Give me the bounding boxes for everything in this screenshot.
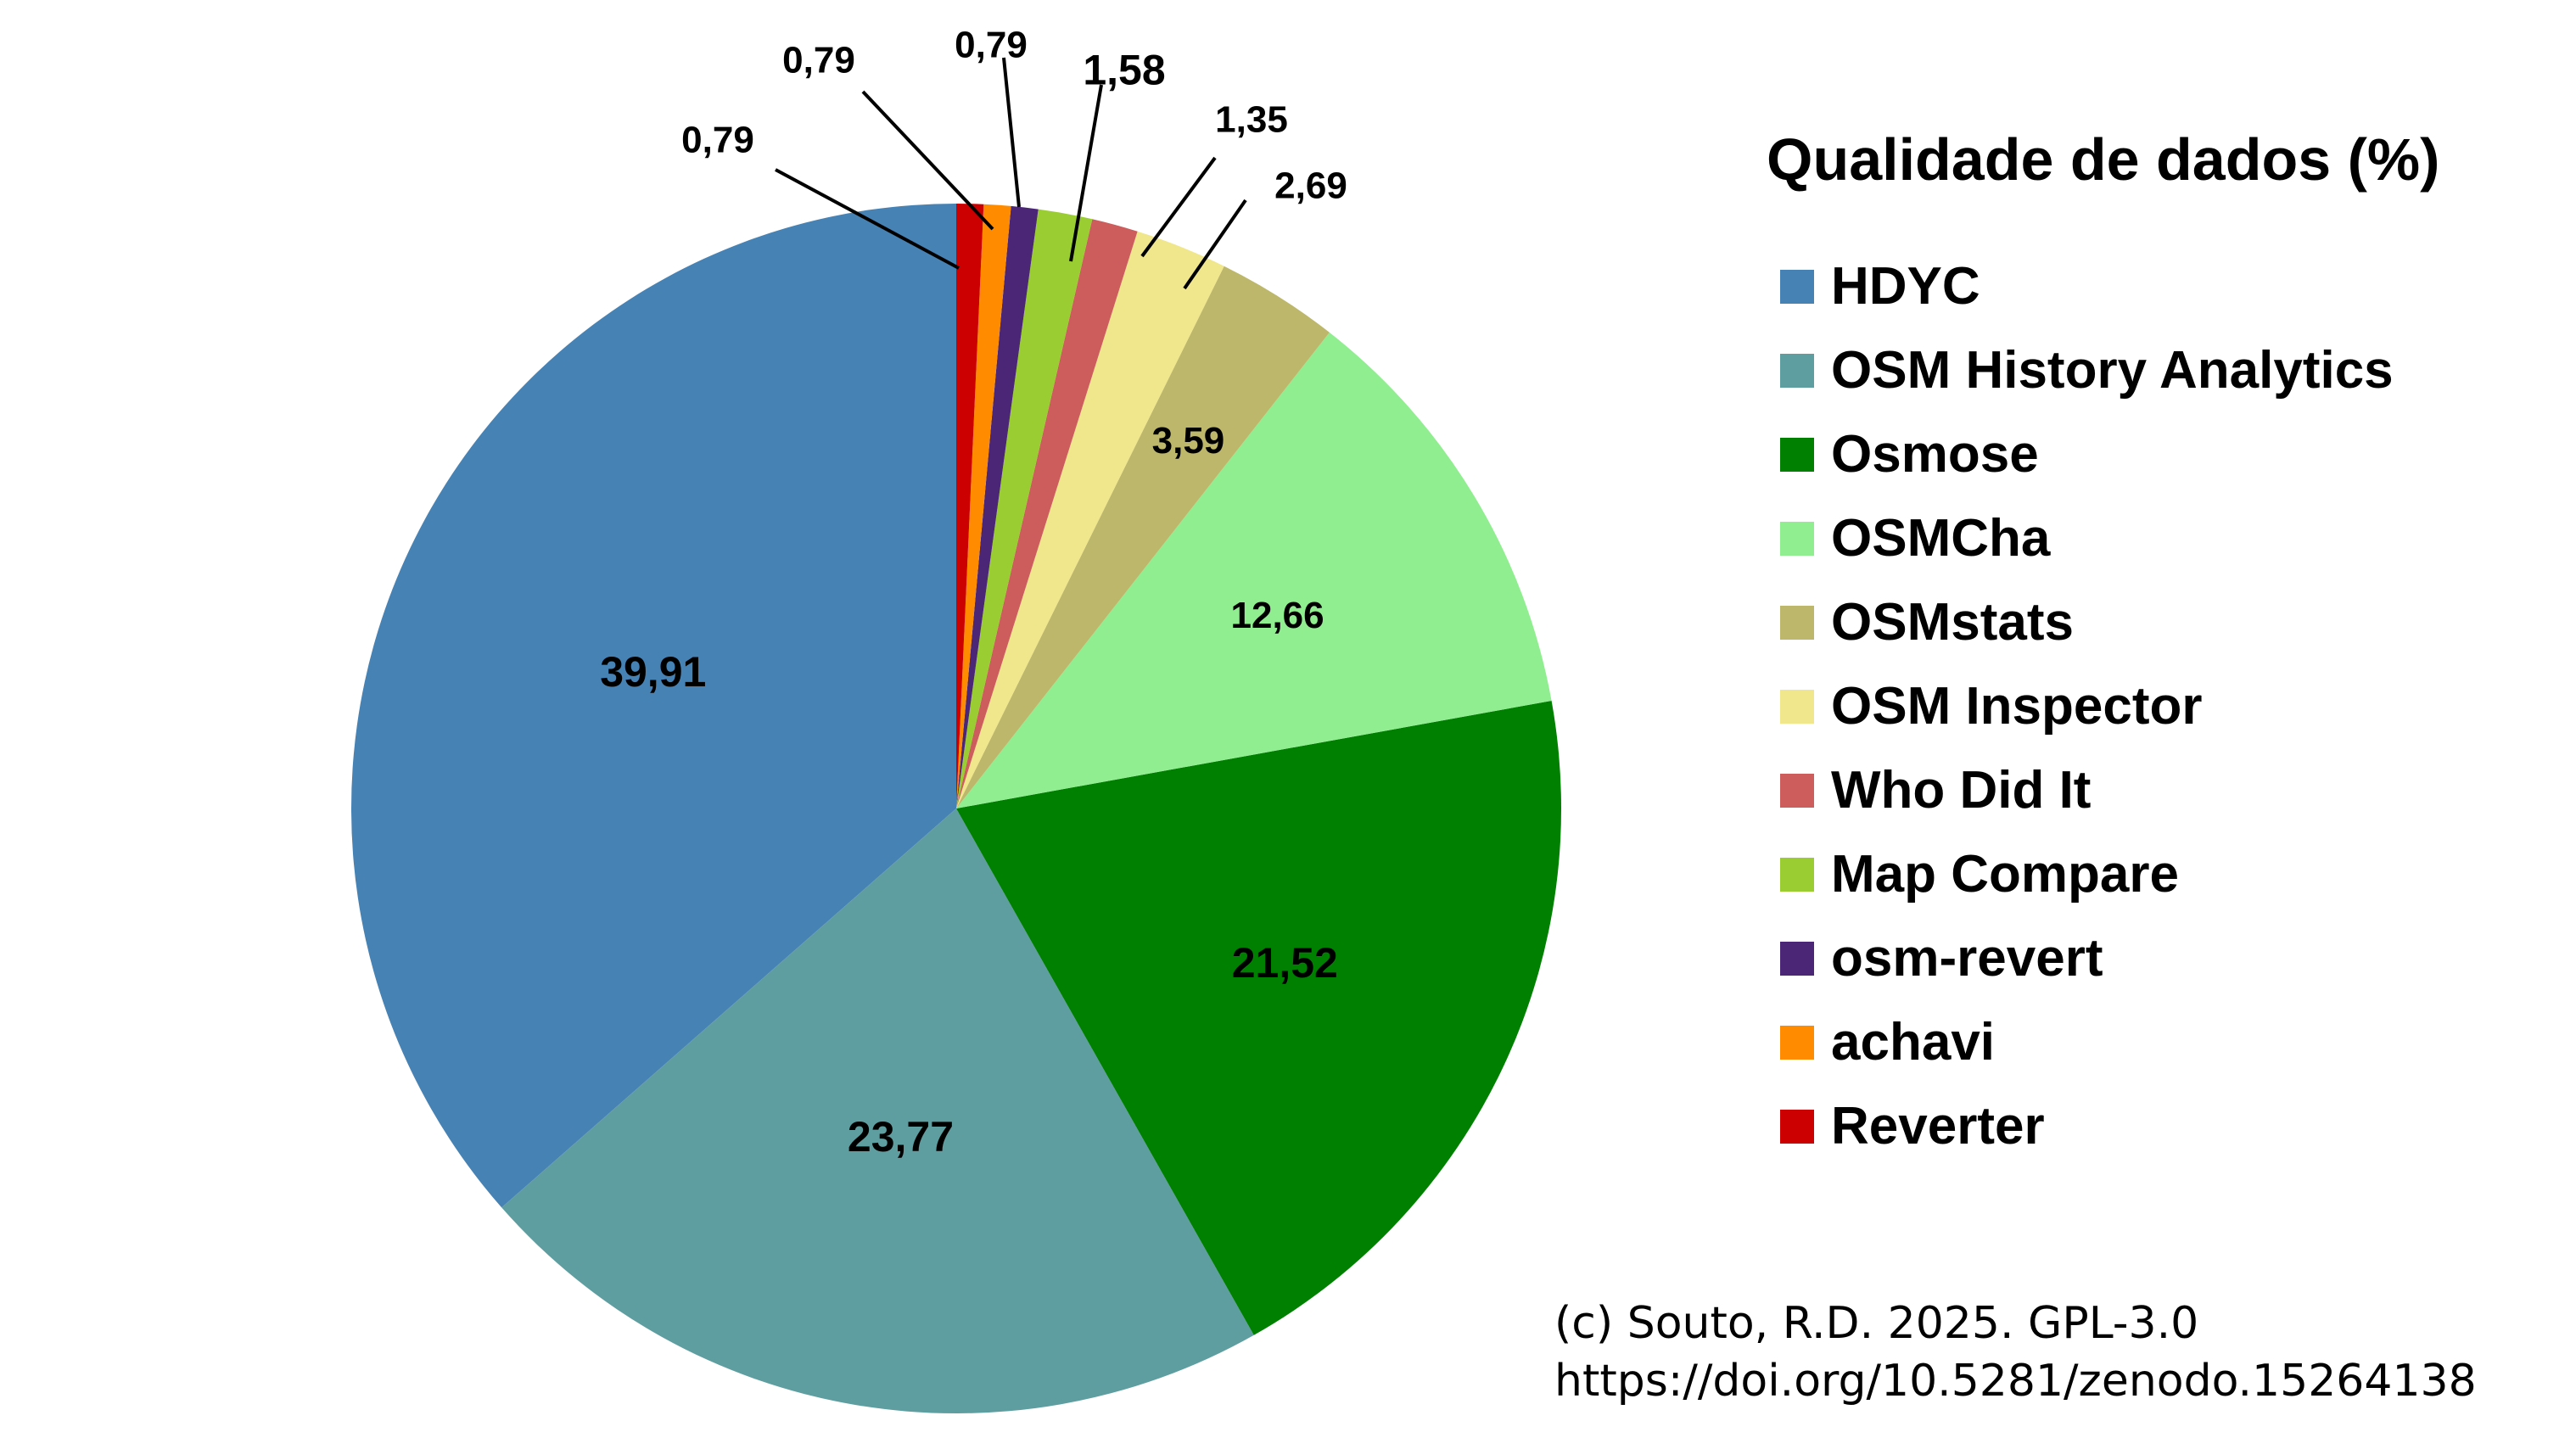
legend-swatch-hdyc	[1780, 270, 1814, 304]
slice-osm-history-analytics	[501, 808, 1254, 1414]
legend-item-achavi: achavi	[1831, 1013, 1995, 1071]
leader-line-who-did-it	[1140, 156, 1217, 258]
value-label-osm-revert: 0,79	[955, 24, 1028, 65]
leader-lines	[775, 57, 1247, 290]
legend-item-map-compare: Map Compare	[1831, 845, 2179, 904]
credit-line: (c) Souto, R.D. 2025. GPL-3.0	[1554, 1298, 2199, 1349]
legend-swatch-osmose	[1780, 438, 1814, 472]
slice-osmstats	[956, 266, 1330, 808]
slice-who-did-it	[956, 219, 1138, 808]
leader-line-map-compare	[1069, 84, 1103, 262]
legend-item-osm-history-analytics: OSM History Analytics	[1831, 341, 2394, 400]
legend-swatch-osm-inspector	[1780, 690, 1814, 724]
legend-item-reverter: Reverter	[1831, 1097, 2045, 1155]
leader-line-achavi	[861, 90, 994, 231]
legend-item-osmcha: OSMCha	[1831, 509, 2051, 568]
legend-item-hdyc: HDYC	[1831, 257, 1980, 316]
leader-line-reverter	[775, 168, 960, 270]
value-label-reverter: 0,79	[681, 119, 754, 160]
value-label-osm-history-analytics: 23,77	[848, 1113, 954, 1161]
slice-osm-revert	[956, 205, 1039, 808]
legend-swatch-achavi	[1780, 1026, 1814, 1060]
value-label-osmose: 21,52	[1232, 939, 1338, 987]
legend-item-osmose: Osmose	[1831, 425, 2039, 484]
value-label-osmcha: 12,66	[1231, 595, 1324, 636]
value-label-achavi: 0,79	[782, 39, 855, 81]
value-label-map-compare: 1,58	[1083, 47, 1165, 94]
legend-swatch-reverter	[1780, 1110, 1814, 1144]
slice-reverter	[956, 204, 984, 808]
slice-hdyc	[351, 204, 956, 1208]
legend-item-who-did-it: Who Did It	[1831, 761, 2091, 820]
legend-swatch-osm-revert	[1780, 942, 1814, 976]
pie-slices	[351, 204, 1561, 1414]
value-label-osm-inspector: 2,69	[1274, 165, 1347, 206]
leader-line-osm-revert	[1002, 57, 1021, 208]
legend-item-osm-revert: osm-revert	[1831, 929, 2103, 987]
legend: HDYC OSM History Analytics Osmose OSMCha OSM…	[1780, 257, 2394, 1155]
value-label-hdyc: 39,91	[600, 648, 706, 696]
legend-swatch-who-did-it	[1780, 774, 1814, 808]
slice-map-compare	[956, 209, 1093, 809]
leader-line-osm-inspector	[1183, 199, 1247, 290]
legend-swatch-osmstats	[1780, 606, 1814, 640]
legend-swatch-osmcha	[1780, 522, 1814, 556]
slice-osm-inspector	[956, 231, 1224, 808]
legend-swatch-map-compare	[1780, 858, 1814, 892]
slice-osmcha	[956, 332, 1552, 808]
slice-labels: 39,91 23,77 21,52 12,66 3,59 2,69 1,35 1,58 0,79…	[600, 24, 1347, 1161]
legend-item-osm-inspector: OSM Inspector	[1831, 677, 2203, 736]
slice-osmose	[956, 700, 1561, 1335]
legend-title: Qualidade de dados (%)	[1767, 126, 2439, 193]
legend-swatch-osm-history-analytics	[1780, 354, 1814, 388]
legend-item-osmstats: OSMstats	[1831, 593, 2074, 652]
value-label-who-did-it: 1,35	[1215, 98, 1288, 140]
value-label-osmstats: 3,59	[1152, 420, 1225, 462]
slice-achavi	[956, 204, 1011, 808]
doi-link[interactable]: https://doi.org/10.5281/zenodo.15264138	[1554, 1356, 2477, 1407]
